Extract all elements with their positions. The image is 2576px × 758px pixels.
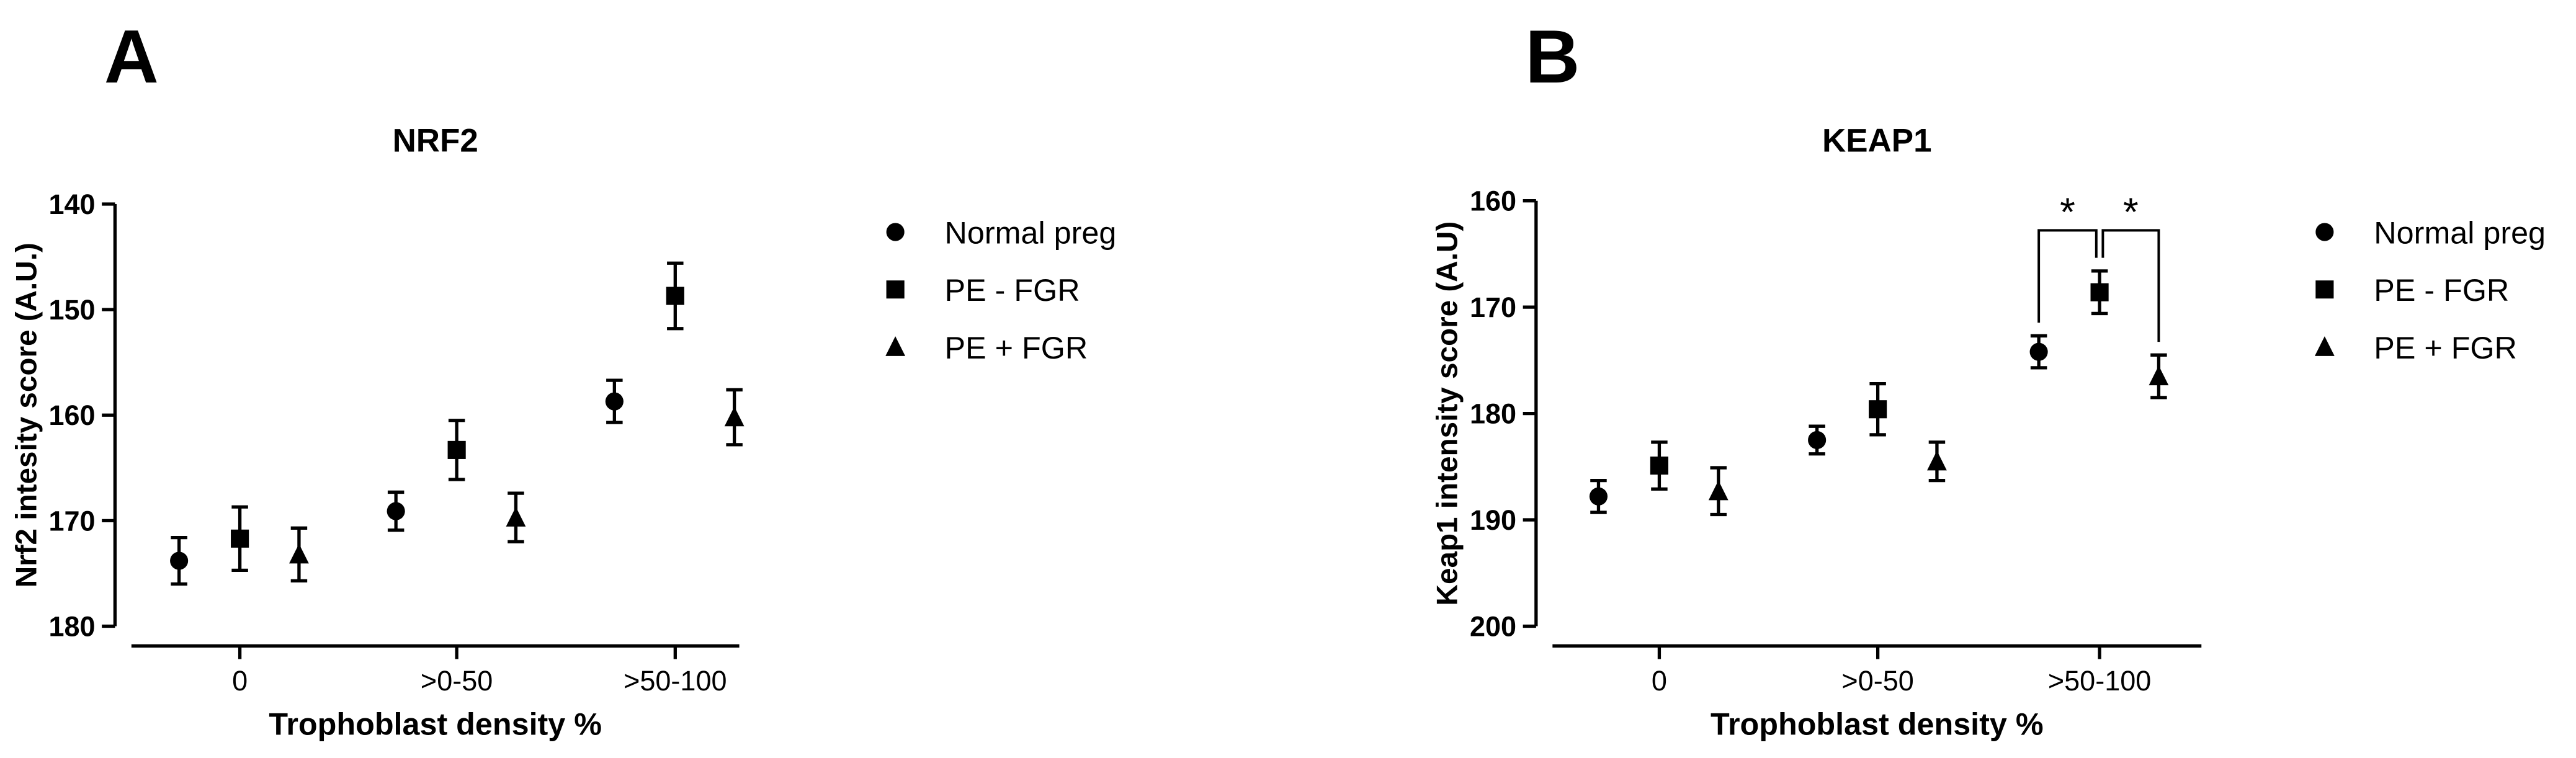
point [605, 392, 624, 411]
x-tick-label: >50-100 [624, 665, 727, 697]
x-tick-label: >0-50 [1841, 665, 1913, 697]
legend-marker [886, 223, 905, 241]
y-tick-label: 160 [48, 399, 95, 431]
significance-label: * [2123, 190, 2139, 234]
point [1927, 450, 1947, 471]
point [387, 502, 405, 520]
legend-marker [2314, 336, 2335, 356]
y-tick-label: 180 [48, 610, 95, 642]
x-tick-label: 0 [232, 665, 248, 697]
point [666, 287, 684, 305]
legend-label: PE + FGR [945, 330, 1088, 365]
legend-label: Normal preg [2374, 215, 2546, 251]
legend-label: Normal preg [945, 215, 1117, 251]
y-axis-label: Nrf2 intesity score (A.U.) [10, 243, 43, 587]
legend-label: PE + FGR [2374, 330, 2517, 365]
point [2090, 283, 2109, 301]
x-axis-label: Trophoblast density % [269, 706, 602, 741]
y-tick-label: 140 [48, 189, 95, 220]
y-tick-label: 160 [1470, 185, 1516, 217]
panel-label: A [104, 14, 159, 99]
y-axis-label: Keap1 intensity score (A.U) [1431, 221, 1464, 606]
x-tick-label: >0-50 [421, 665, 493, 697]
y-tick-label: 150 [48, 294, 95, 326]
point [1808, 430, 1827, 450]
chart-title: NRF2 [393, 122, 478, 159]
significance-bracket [2037, 229, 2098, 323]
point [170, 551, 189, 570]
legend-marker [886, 280, 905, 299]
chart-title: KEAP1 [1822, 122, 1932, 159]
y-tick-label: 170 [48, 505, 95, 537]
point [724, 406, 745, 427]
legend-label: PE - FGR [2374, 272, 2509, 308]
point [1589, 487, 1608, 506]
point [1869, 400, 1887, 419]
point [231, 529, 249, 548]
point [1650, 457, 1669, 475]
legend-label: PE - FGR [945, 272, 1080, 308]
legend-marker [2315, 223, 2334, 241]
y-tick-label: 200 [1470, 610, 1516, 642]
x-tick-label: >50-100 [2048, 665, 2151, 697]
legend-marker [885, 336, 906, 356]
point [2029, 342, 2048, 361]
y-tick-label: 190 [1470, 504, 1516, 536]
point [289, 543, 309, 564]
y-tick-label: 180 [1470, 398, 1516, 429]
x-tick-label: 0 [1652, 665, 1667, 697]
y-tick-label: 170 [1470, 292, 1516, 323]
significance-label: * [2060, 190, 2075, 234]
point [506, 507, 526, 527]
panel-label: B [1525, 14, 1580, 99]
legend-marker [2315, 280, 2334, 299]
point [1708, 480, 1729, 501]
point [447, 440, 466, 459]
point [2149, 365, 2169, 386]
significance-bracket [2101, 229, 2160, 342]
x-axis-label: Trophoblast density % [1711, 706, 2044, 741]
